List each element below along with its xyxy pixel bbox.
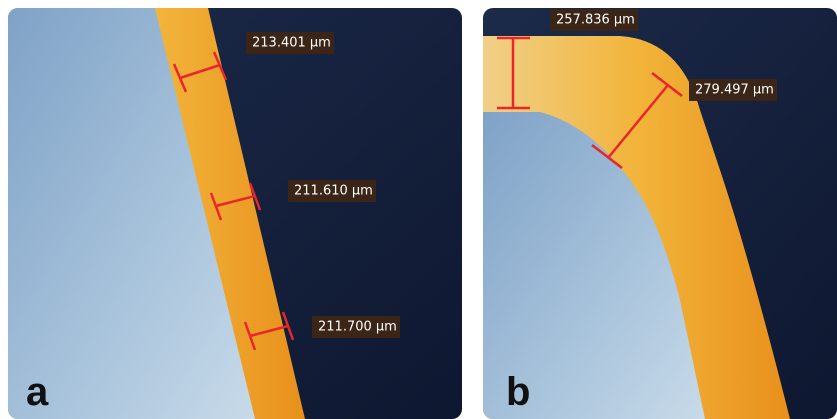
panel-a: 213.401 µm 211.610 µm 211.700 µm a (8, 8, 462, 419)
measurement: 279.497 µm (695, 83, 774, 98)
figure: 213.401 µm 211.610 µm 211.700 µm a 257.8… (0, 0, 837, 419)
panel-label: a (26, 370, 49, 414)
measurement: 213.401 µm (252, 36, 331, 51)
measurement: 211.700 µm (318, 320, 397, 335)
panel-label: b (506, 370, 530, 414)
measurement: 211.610 µm (294, 184, 373, 199)
measurement: 257.836 µm (556, 13, 635, 28)
panel-b: 257.836 µm 279.497 µm b (483, 8, 837, 419)
